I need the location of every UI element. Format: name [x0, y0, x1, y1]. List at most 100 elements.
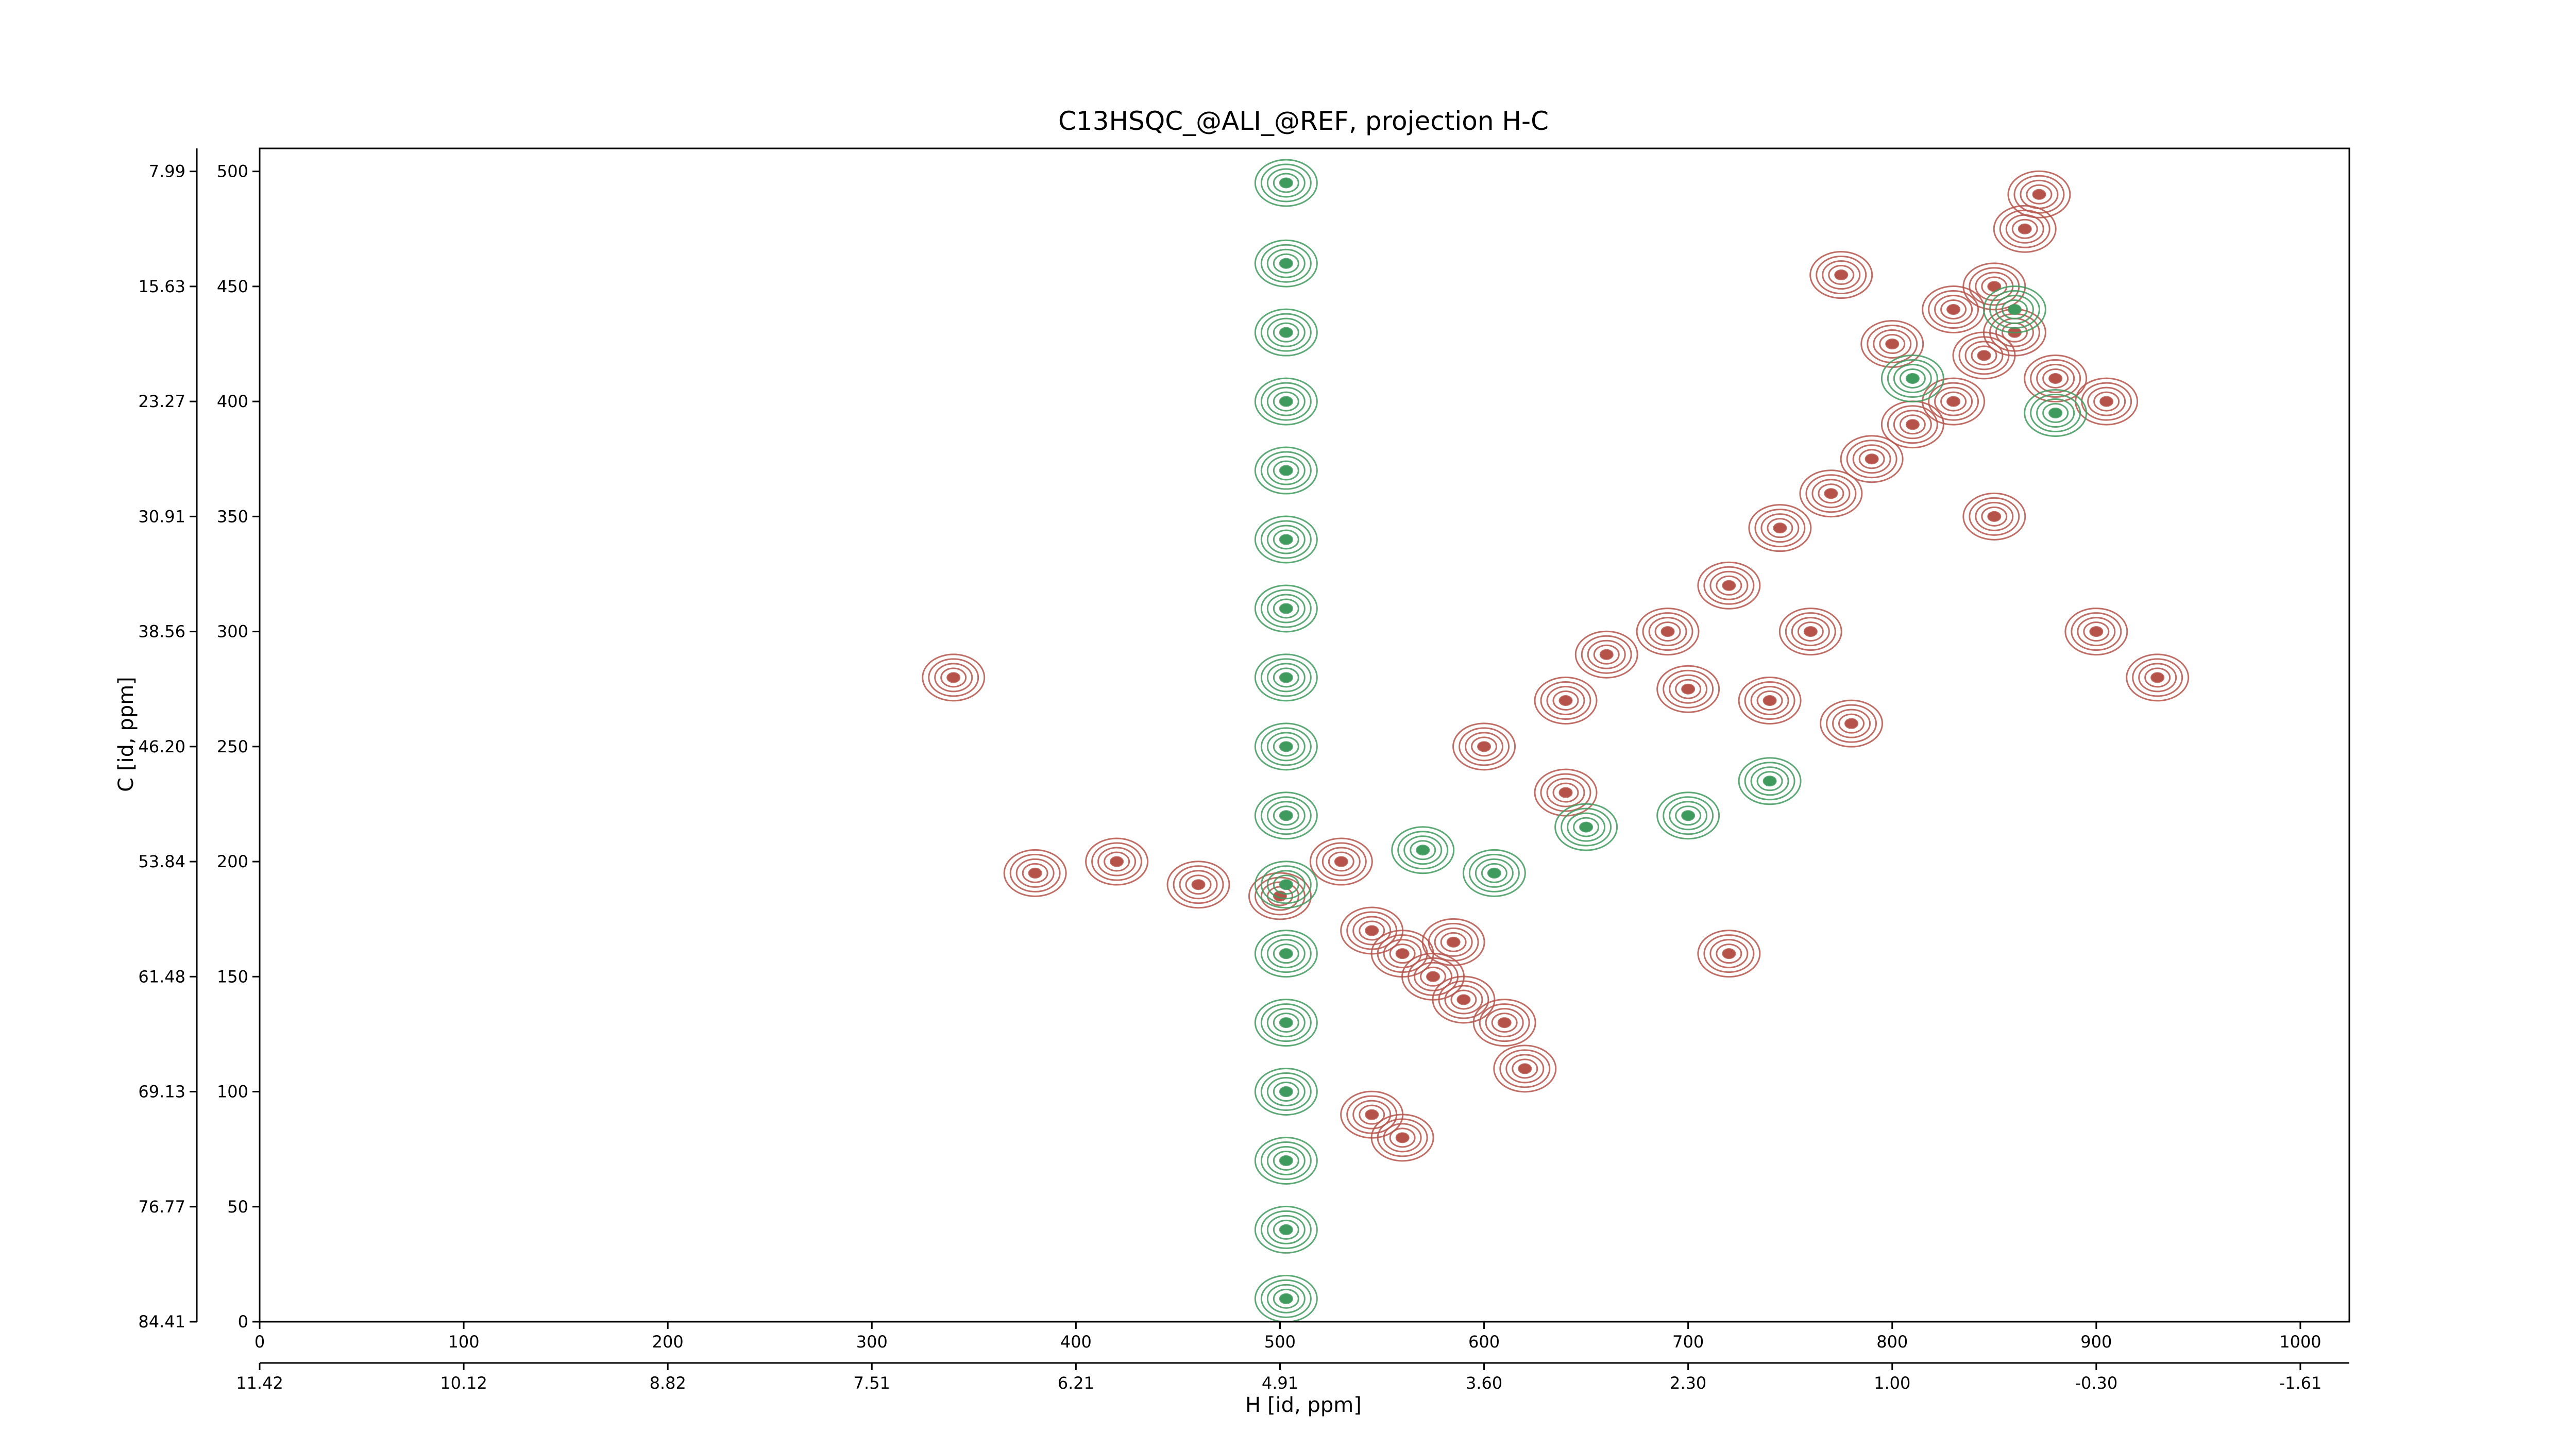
contour-ring — [1750, 686, 1789, 716]
x2-tick-label: 10.12 — [440, 1373, 487, 1393]
contour-ring — [1803, 626, 1818, 637]
contour-ring — [1383, 1123, 1422, 1153]
contour-ring — [1420, 966, 1447, 987]
contour-ring — [922, 653, 986, 702]
contour-ring — [1248, 872, 1312, 920]
contour-ring — [1791, 617, 1830, 647]
peak — [1993, 205, 2057, 253]
contour-ring — [1260, 163, 1312, 203]
contour-ring — [1260, 1141, 1312, 1180]
contour-ring — [940, 667, 967, 688]
peak — [1254, 377, 1318, 426]
contour-ring — [1273, 805, 1299, 826]
peak — [2064, 608, 2128, 656]
contour-ring — [1254, 722, 1318, 771]
contour-ring — [1797, 621, 1824, 642]
y-tick-label: 100 — [217, 1082, 248, 1102]
contour-ring — [1709, 939, 1749, 969]
contour-ring — [1899, 414, 1926, 435]
contour-ring — [1403, 835, 1443, 865]
peak — [1880, 400, 1944, 449]
x2-tick-label: -0.30 — [2075, 1373, 2117, 1393]
peak — [1254, 861, 1318, 909]
contour-ring — [1315, 842, 1367, 881]
contour-ring — [1273, 1013, 1299, 1033]
contour-ring — [2083, 621, 2110, 642]
contour-ring — [1512, 1058, 1538, 1079]
contour-ring — [1738, 677, 1802, 725]
contour-ring — [1832, 709, 1871, 738]
contour-ring — [1260, 382, 1312, 421]
contour-ring — [1085, 837, 1149, 886]
contour-ring — [1254, 308, 1318, 357]
peak — [1254, 653, 1318, 702]
contour-ring — [1703, 934, 1755, 973]
x2-tick-label: 2.30 — [1670, 1373, 1706, 1393]
contour-ring — [1975, 501, 2014, 531]
contour-ring — [1022, 863, 1048, 883]
x-tick-label: 0 — [255, 1332, 265, 1352]
contour-ring — [1750, 766, 1789, 796]
contour-ring — [1309, 837, 1373, 886]
contour-ring — [2093, 391, 2120, 412]
contour-ring — [1432, 975, 1496, 1024]
contour-ring — [1266, 456, 1306, 485]
contour-ring — [1273, 529, 1299, 550]
y2-tick-label: 15.63 — [138, 277, 185, 296]
contour-ring — [1459, 727, 1510, 766]
contour-ring — [1266, 1145, 1306, 1175]
contour-ring — [1097, 847, 1137, 877]
contour-ring — [1893, 363, 1932, 393]
contour-ring — [2030, 359, 2081, 398]
peak — [1820, 699, 1884, 748]
contour-ring — [1273, 874, 1299, 895]
contour-ring — [1266, 1215, 1306, 1244]
contour-ring — [1681, 810, 1696, 821]
contour-ring — [1260, 796, 1312, 835]
contour-ring — [1987, 511, 2002, 522]
peak — [1778, 608, 1842, 656]
contour-ring — [1905, 419, 1920, 430]
contour-ring — [1279, 603, 1293, 614]
peak — [1799, 469, 1863, 518]
x2-tick-label: 7.51 — [854, 1373, 890, 1393]
contour-ring — [1173, 865, 1224, 904]
y-tick-label: 250 — [217, 737, 248, 756]
peak — [1574, 630, 1638, 679]
contour-ring — [1359, 920, 1385, 941]
contour-ring — [2132, 658, 2183, 697]
contour-ring — [2144, 667, 2171, 688]
contour-ring — [2071, 612, 2122, 651]
contour-ring — [2018, 223, 2032, 234]
contour-ring — [2011, 218, 2038, 239]
contour-ring — [1716, 943, 1742, 964]
y-tick-label: 450 — [217, 277, 248, 296]
contour-ring — [1421, 918, 1485, 966]
contour-ring — [1534, 677, 1598, 725]
peak — [1922, 285, 1986, 334]
contour-ring — [1273, 1082, 1299, 1102]
peak — [1880, 354, 1944, 402]
contour-ring — [1995, 295, 2034, 325]
contour-ring — [1487, 867, 1501, 879]
y2-tick-label: 84.41 — [138, 1312, 185, 1332]
peak — [1254, 159, 1318, 207]
contour-ring — [1865, 453, 1879, 465]
contour-ring — [2042, 402, 2069, 423]
y2-tick-label: 76.77 — [138, 1197, 185, 1217]
contour-ring — [1805, 474, 1857, 513]
y-tick-label: 150 — [217, 967, 248, 986]
contour-ring — [1273, 1219, 1299, 1240]
contour-ring — [1254, 515, 1318, 564]
peak — [1391, 826, 1455, 874]
contour-ring — [1552, 690, 1579, 711]
contour-ring — [1493, 1044, 1557, 1093]
contour-ring — [1852, 444, 1891, 474]
contour-ring — [2099, 396, 2114, 407]
contour-ring — [1656, 665, 1720, 713]
contour-ring — [1254, 930, 1318, 978]
contour-ring — [1266, 525, 1306, 554]
contour-ring — [1840, 435, 1904, 483]
contour-ring — [1273, 667, 1299, 688]
